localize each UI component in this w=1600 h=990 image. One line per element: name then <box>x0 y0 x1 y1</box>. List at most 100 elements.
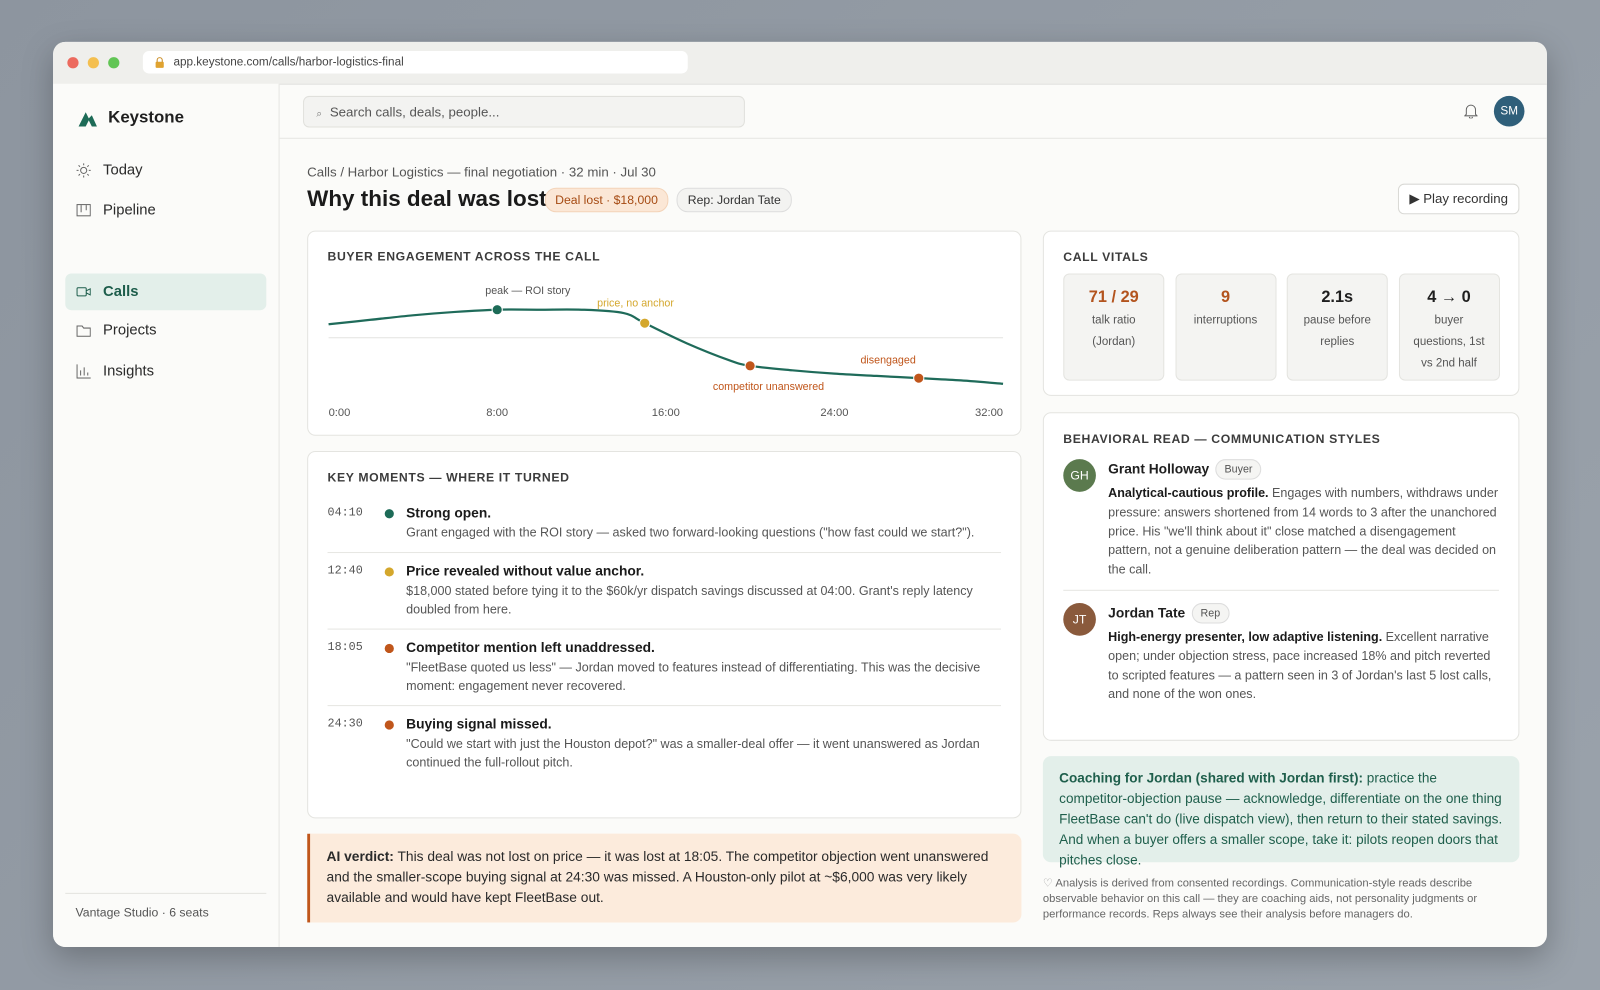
vital-tile: 2.1s pause before replies <box>1286 273 1388 381</box>
nav-label: Calls <box>103 283 139 300</box>
nav-item[interactable]: Pipeline <box>65 192 266 229</box>
x-tick-label: 0:00 <box>329 407 351 419</box>
brand-logo <box>78 112 97 127</box>
ai-verdict: AI verdict: This deal was not lost on pr… <box>307 833 1022 923</box>
disclaimer-text: Analysis is derived from consented recor… <box>1042 877 1478 921</box>
nav-icon <box>76 364 91 379</box>
vital-tile: 71 / 29 talk ratio (Jordan) <box>1063 273 1165 381</box>
top-bar: ⌕ Search calls, deals, people... SM <box>279 84 1547 139</box>
moment-title: Price revealed without value anchor. <box>406 563 645 579</box>
person-read: Analytical-cautious profile. Engages wit… <box>1108 484 1499 580</box>
nav-label: Today <box>103 162 143 179</box>
vital-value: 9 <box>1220 288 1231 307</box>
x-tick-label: 32:00 <box>975 407 1003 419</box>
key-moments-card: KEY MOMENTS — WHERE IT TURNED 04:10 Stron… <box>307 451 1022 819</box>
nav-icon <box>76 325 91 337</box>
nav-item[interactable]: Today <box>65 152 266 189</box>
vitals-card: CALL VITALS 71 / 29 talk ratio (Jordan) 9 i… <box>1042 230 1520 396</box>
vital-label: talk ratio (Jordan) <box>1091 314 1136 348</box>
chart-title: BUYER ENGAGEMENT ACROSS THE CALL <box>328 249 601 263</box>
url-text: app.keystone.com/calls/harbor-logistics-… <box>173 56 404 69</box>
vital-label: buyer questions, 1st vs 2nd half <box>1413 314 1485 370</box>
person-text: Excellent narrative open; under objectio… <box>1108 629 1492 702</box>
engagement-line <box>328 308 1004 385</box>
nav-icon <box>76 204 91 217</box>
moment-text: "Could we start with just the Houston de… <box>406 736 980 770</box>
vital-label: interruptions <box>1193 314 1258 327</box>
person-name: Jordan Tate <box>1108 605 1186 621</box>
moment-time: 12:40 <box>327 564 363 578</box>
annotation-marker <box>744 360 756 372</box>
person: GH Grant Holloway Buyer Analytical-cautious… <box>1063 459 1499 579</box>
person-name-row: Jordan Tate Rep <box>1108 603 1499 624</box>
person-avatar: JT <box>1063 603 1096 636</box>
annotation-label: peak — ROI story <box>485 285 571 297</box>
vital-value: 4 → 0 <box>1427 288 1471 307</box>
search-box[interactable]: ⌕ Search calls, deals, people... <box>303 95 745 128</box>
nav-icon <box>76 163 91 178</box>
vital-value: 71 / 29 <box>1088 288 1139 307</box>
browser-window: app.keystone.com/calls/harbor-logistics-… <box>53 41 1547 947</box>
card-title: BEHAVIORAL READ — COMMUNICATION STYLES <box>1063 431 1381 446</box>
nav-label: Projects <box>103 322 157 339</box>
verdict-text: This deal was not lost on price — it was… <box>326 848 989 906</box>
url-bar[interactable]: app.keystone.com/calls/harbor-logistics-… <box>142 51 688 74</box>
person-text: Engages with numbers, withdraws under pr… <box>1108 485 1499 577</box>
role-badge: Rep <box>1191 603 1230 624</box>
moment-dot <box>384 643 394 654</box>
x-tick-label: 24:00 <box>820 407 848 419</box>
moment: 18:05 Competitor mention left unaddressed… <box>327 628 1002 706</box>
x-tick-label: 8:00 <box>486 407 508 419</box>
sidebar-divider <box>65 892 267 894</box>
status-badge: Deal lost · $18,000 <box>544 187 669 213</box>
disclaimer: ♡ Analysis is derived from consented rec… <box>1043 877 1492 923</box>
zoom-button[interactable] <box>108 57 120 69</box>
sidebar: Keystone Today Pipeline Calls Projects I… <box>53 83 280 947</box>
minimize-button[interactable] <box>87 57 99 69</box>
nav-item[interactable]: Projects <box>65 312 266 349</box>
coaching-text: practice the competitor-objection pause … <box>1059 770 1503 868</box>
person-read: High-energy presenter, low adaptive list… <box>1108 628 1499 705</box>
moment: 04:10 Strong open. Grant engaged with the … <box>328 495 1001 552</box>
nav-label: Insights <box>103 363 155 380</box>
breadcrumb: Calls / Harbor Logistics — final negotia… <box>307 164 656 180</box>
people-list: GH Grant Holloway Buyer Analytical-cautious… <box>1063 459 1499 704</box>
nav-icon <box>76 287 91 297</box>
engagement-chart: BUYER ENGAGEMENT ACROSS THE CALL 0:00 8:0… <box>328 249 1004 419</box>
moment-time: 04:10 <box>327 506 363 520</box>
nav-item[interactable]: Insights <box>65 353 266 390</box>
moment: 24:30 Buying signal missed. "Could we star… <box>327 705 1002 782</box>
bell-icon[interactable] <box>1464 103 1478 119</box>
coaching-lead: Coaching for Jordan (shared with Jordan … <box>1059 770 1363 786</box>
annotation-marker <box>491 304 503 316</box>
person: JT Jordan Tate Rep High-energy presenter, l… <box>1063 589 1499 705</box>
play-recording-button[interactable]: ▶ Play recording <box>1397 183 1520 215</box>
moment-text: "FleetBase quoted us less" — Jordan move… <box>406 660 981 693</box>
person-headline: Analytical-cautious profile. <box>1108 485 1269 500</box>
moment-time: 18:05 <box>327 640 363 655</box>
moment-title: Competitor mention left unaddressed. <box>406 639 655 656</box>
user-avatar[interactable]: SM <box>1493 95 1525 127</box>
brand-name: Keystone <box>108 108 184 127</box>
close-button[interactable] <box>67 57 79 69</box>
annotation-marker <box>913 372 925 384</box>
moments-list: 04:10 Strong open. Grant engaged with the … <box>327 495 1002 782</box>
search-icon: ⌕ <box>316 108 323 120</box>
person-avatar: GH <box>1063 459 1096 492</box>
page-title: Why this deal was lost <box>307 185 547 212</box>
moment-dot <box>384 567 394 577</box>
vital-value: 2.1s <box>1321 288 1354 307</box>
annotation-label: price, no anchor <box>597 298 674 310</box>
nav-item-active[interactable]: Calls <box>65 273 267 311</box>
moment-text: $18,000 stated before tying it to the $6… <box>406 583 973 617</box>
behavioral-card: BEHAVIORAL READ — COMMUNICATION STYLES G… <box>1042 412 1520 741</box>
heart-icon: ♡ <box>1042 877 1053 890</box>
moment-dot <box>384 509 394 519</box>
engagement-card: BUYER ENGAGEMENT ACROSS THE CALL 0:00 8:0… <box>307 230 1022 436</box>
vital-tile: 4 → 0 buyer questions, 1st vs 2nd half <box>1398 273 1500 381</box>
annotation-marker <box>639 317 651 329</box>
vital-label: pause before replies <box>1303 314 1371 348</box>
moment-title: Strong open. <box>406 505 492 521</box>
